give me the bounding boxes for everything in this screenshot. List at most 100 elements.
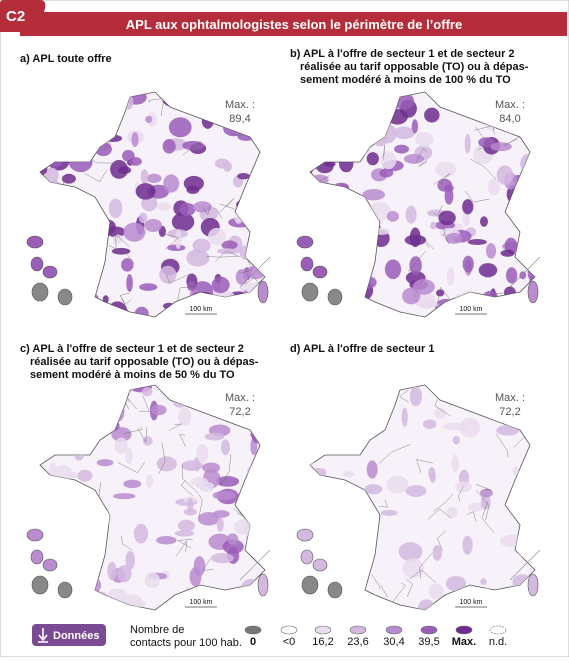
corsica (528, 574, 538, 596)
header-title: APL aux ophtalmologistes selon le périmè… (126, 17, 462, 32)
patch (143, 436, 153, 445)
patch (187, 498, 193, 512)
max-label: Max. : (225, 392, 255, 404)
overseas-territory (32, 283, 48, 301)
patch (221, 439, 230, 455)
patch (175, 530, 194, 536)
patch (423, 419, 437, 429)
patch (196, 444, 208, 463)
patch (129, 157, 142, 166)
legend-item: 0 (250, 636, 256, 648)
patch (123, 223, 145, 242)
patch (157, 456, 177, 471)
patch (123, 480, 141, 488)
legend-swatch (386, 626, 402, 634)
legend-swatch (245, 626, 261, 634)
overseas-territory (31, 257, 43, 271)
patch (393, 127, 416, 139)
patch (157, 202, 171, 211)
overseas-territory (43, 559, 57, 571)
patch (399, 542, 423, 561)
overseas-territory (58, 289, 72, 305)
patch (447, 267, 455, 285)
patch (67, 472, 78, 479)
data-button-text: Données (53, 630, 99, 642)
corsica (528, 281, 538, 303)
legend-swatch (456, 626, 472, 634)
patch (402, 559, 424, 578)
legend-swatch (490, 626, 506, 634)
panel-title: sement modéré à moins de 100 % du TO (300, 74, 511, 86)
patch (151, 405, 167, 416)
patch (445, 233, 462, 244)
patch (117, 565, 131, 582)
patch (430, 222, 436, 230)
patch (156, 536, 177, 544)
patch (196, 482, 214, 490)
panel-title: b) APL à l'offre de secteur 1 et de sect… (290, 48, 515, 60)
patch (416, 301, 439, 307)
patch (107, 562, 116, 581)
patch (445, 187, 454, 205)
patch (190, 567, 202, 586)
panel-title: réalisée au tarif opposable (TO) ou à dé… (30, 356, 259, 368)
patch (447, 507, 458, 518)
overseas-territory (302, 283, 318, 301)
patch (387, 476, 409, 494)
overseas-territory (31, 550, 43, 564)
patch (365, 484, 383, 494)
overseas-territory (58, 582, 72, 598)
patch (211, 553, 234, 563)
patch (192, 239, 210, 253)
patch (380, 151, 396, 169)
patch (387, 211, 399, 222)
max-value: 84,0 (499, 113, 520, 125)
patch (213, 491, 236, 500)
patch (413, 279, 435, 295)
patch (452, 455, 459, 473)
panel-title: c) APL à l'offre de secteur 1 et de sect… (20, 343, 244, 355)
overseas-territory (302, 576, 318, 594)
patch (394, 145, 409, 154)
patch (109, 199, 123, 218)
patch (208, 228, 226, 245)
patch (468, 502, 483, 511)
max-label: Max. : (225, 99, 255, 111)
patch (141, 169, 149, 184)
patch (62, 174, 76, 184)
patch (429, 583, 444, 599)
patch (381, 510, 398, 516)
patch (343, 471, 354, 477)
panel-title: réalisée au tarif opposable (TO) ou à dé… (300, 61, 529, 73)
legend-swatch (350, 626, 366, 634)
overseas-territory (301, 550, 313, 564)
scale-label: 100 km (460, 306, 483, 313)
overseas-territory (27, 529, 43, 541)
scale-label: 100 km (460, 599, 483, 606)
patch (410, 386, 422, 406)
patch (438, 211, 455, 225)
patch (217, 517, 224, 531)
patch (182, 141, 204, 150)
patch (379, 169, 393, 178)
max-label: Max. : (495, 99, 525, 111)
patch (134, 524, 148, 544)
patch (402, 408, 408, 427)
patch (415, 132, 434, 147)
patch (237, 173, 250, 179)
overseas-territory (313, 559, 327, 571)
overseas-territory (313, 266, 327, 278)
scale-label: 100 km (190, 306, 213, 313)
patch (146, 475, 153, 489)
patch (501, 250, 515, 257)
patch (113, 235, 123, 244)
patch (142, 387, 153, 396)
patch (178, 520, 195, 532)
patch (480, 578, 486, 585)
overseas-territory (297, 236, 313, 248)
patch (412, 119, 418, 133)
patch (126, 274, 133, 292)
patch (465, 134, 471, 154)
legend-item: n.d. (489, 636, 507, 648)
